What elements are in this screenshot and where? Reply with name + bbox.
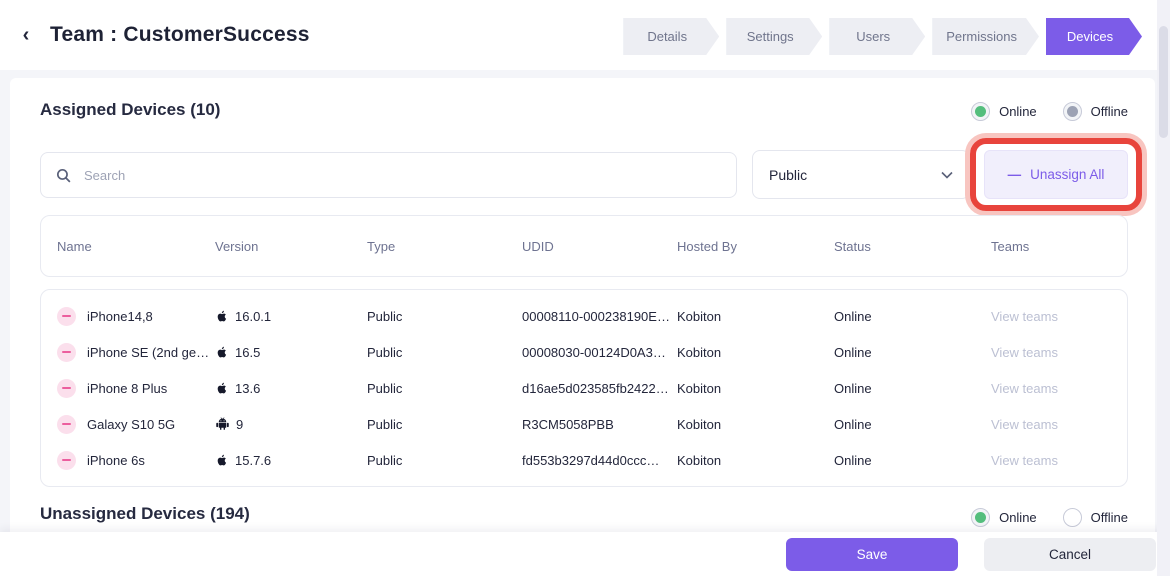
- unassign-device-icon[interactable]: [57, 342, 76, 362]
- table-body: iPhone14,8 16.0.1 Public 00008110-000238…: [40, 289, 1128, 487]
- apple-icon: [215, 380, 229, 396]
- android-icon: [215, 416, 230, 432]
- unassign-device-icon[interactable]: [57, 450, 76, 470]
- col-status: Status: [834, 238, 871, 254]
- apple-icon: [215, 344, 229, 360]
- view-teams-link[interactable]: View teams: [991, 308, 1058, 324]
- device-hosted-by: Kobiton: [677, 380, 722, 396]
- device-hosted-by: Kobiton: [677, 308, 722, 324]
- view-teams-link[interactable]: View teams: [991, 452, 1058, 468]
- unassign-device-icon[interactable]: [57, 306, 76, 326]
- device-version: 15.7.6: [235, 452, 272, 468]
- offline-label: Offline: [1090, 104, 1128, 119]
- table-row: iPhone14,8 16.0.1 Public 00008110-000238…: [41, 298, 1127, 334]
- page-scrollbar[interactable]: [1157, 0, 1170, 576]
- assigned-devices-title: Assigned Devices (10): [40, 100, 221, 119]
- chevron-down-icon: [941, 168, 953, 182]
- device-udid: 00008110-000238190E…: [522, 308, 670, 324]
- device-type: Public: [367, 452, 403, 468]
- back-icon[interactable]: ‹: [22, 23, 30, 46]
- step-details[interactable]: Details: [623, 18, 719, 55]
- step-devices[interactable]: Devices: [1046, 18, 1142, 55]
- apple-icon: [215, 308, 229, 324]
- scrollbar-thumb[interactable]: [1159, 26, 1168, 138]
- unassign-all-button[interactable]: — Unassign All: [984, 150, 1128, 199]
- search-box: [40, 152, 737, 198]
- footer-bar: Save Cancel: [0, 532, 1170, 576]
- apple-icon: [215, 452, 229, 468]
- device-name: iPhone 8 Plus: [87, 380, 168, 396]
- device-hosted-by: Kobiton: [677, 452, 722, 468]
- assigned-legend: Online Offline: [971, 102, 1128, 121]
- table-row: iPhone 8 Plus 13.6 Public d16ae5d023585f…: [41, 370, 1127, 406]
- step-settings[interactable]: Settings: [726, 18, 822, 55]
- device-status: Online: [834, 452, 872, 468]
- unassigned-devices-title: Unassigned Devices (194): [40, 504, 250, 523]
- device-hosted-by: Kobiton: [677, 416, 722, 432]
- device-type: Public: [367, 308, 403, 324]
- device-type: Public: [367, 344, 403, 360]
- device-hosted-by: Kobiton: [677, 344, 722, 360]
- offline-radio-icon: [1062, 508, 1082, 527]
- content-card: Assigned Devices (10) Online Offline Pub…: [10, 78, 1155, 576]
- device-status: Online: [834, 344, 872, 360]
- step-permissions[interactable]: Permissions: [932, 18, 1039, 55]
- device-name: Galaxy S10 5G: [87, 416, 176, 432]
- online-label: Online: [999, 510, 1037, 525]
- device-udid: R3CM5058PBB: [522, 416, 614, 432]
- offline-radio[interactable]: Offline: [1062, 102, 1128, 121]
- device-status: Online: [834, 380, 872, 396]
- wizard-steps: Details Settings Users Permissions Devic…: [623, 18, 1142, 55]
- unassigned-legend: Online Offline: [971, 508, 1128, 527]
- view-teams-link[interactable]: View teams: [991, 416, 1058, 432]
- col-udid: UDID: [522, 238, 554, 254]
- col-hosted-by: Hosted By: [677, 238, 737, 254]
- device-type: Public: [367, 416, 403, 432]
- unassign-all-label: Unassign All: [1030, 167, 1105, 182]
- top-bar: ‹ Team : CustomerSuccess Details Setting…: [0, 0, 1157, 70]
- device-type: Public: [367, 380, 403, 396]
- offline-radio[interactable]: Offline: [1062, 508, 1128, 527]
- unassign-device-icon[interactable]: [57, 414, 76, 434]
- device-type-dropdown[interactable]: Public: [752, 150, 970, 199]
- online-radio-icon: [971, 508, 991, 527]
- view-teams-link[interactable]: View teams: [991, 344, 1058, 360]
- table-row: iPhone SE (2nd ge… 16.5 Public 00008030-…: [41, 334, 1127, 370]
- table-header: Name Version Type UDID Hosted By Status …: [40, 215, 1128, 277]
- offline-label: Offline: [1090, 510, 1128, 525]
- search-input[interactable]: [84, 167, 722, 183]
- minus-icon: —: [1007, 167, 1021, 182]
- online-radio-icon: [971, 102, 991, 121]
- cancel-button[interactable]: Cancel: [984, 538, 1156, 571]
- device-udid: d16ae5d023585fb2422…: [522, 380, 669, 396]
- table-row: iPhone 6s 15.7.6 Public fd553b3297d44d0c…: [41, 442, 1127, 478]
- page-title: Team : CustomerSuccess: [50, 23, 310, 46]
- device-name: iPhone SE (2nd ge…: [87, 344, 210, 360]
- device-version: 9: [236, 416, 244, 432]
- device-version: 16.5: [235, 344, 261, 360]
- col-teams: Teams: [991, 238, 1030, 254]
- save-button[interactable]: Save: [786, 538, 958, 571]
- online-label: Online: [999, 104, 1037, 119]
- device-status: Online: [834, 308, 872, 324]
- col-version: Version: [215, 238, 259, 254]
- dropdown-value: Public: [769, 166, 808, 183]
- search-icon: [56, 168, 71, 182]
- view-teams-link[interactable]: View teams: [991, 380, 1058, 396]
- device-version: 13.6: [235, 380, 261, 396]
- device-name: iPhone14,8: [87, 308, 153, 324]
- table-row: Galaxy S10 5G 9 Public R3CM5058PBB Kobit…: [41, 406, 1127, 442]
- device-udid: 00008030-00124D0A3…: [522, 344, 666, 360]
- device-name: iPhone 6s: [87, 452, 145, 468]
- online-radio[interactable]: Online: [971, 102, 1037, 121]
- device-version: 16.0.1: [235, 308, 272, 324]
- step-users[interactable]: Users: [829, 18, 925, 55]
- col-type: Type: [367, 238, 396, 254]
- device-udid: fd553b3297d44d0ccc…: [522, 452, 660, 468]
- online-radio[interactable]: Online: [971, 508, 1037, 527]
- device-status: Online: [834, 416, 872, 432]
- offline-radio-icon: [1062, 102, 1082, 121]
- unassign-device-icon[interactable]: [57, 378, 76, 398]
- col-name: Name: [57, 238, 92, 254]
